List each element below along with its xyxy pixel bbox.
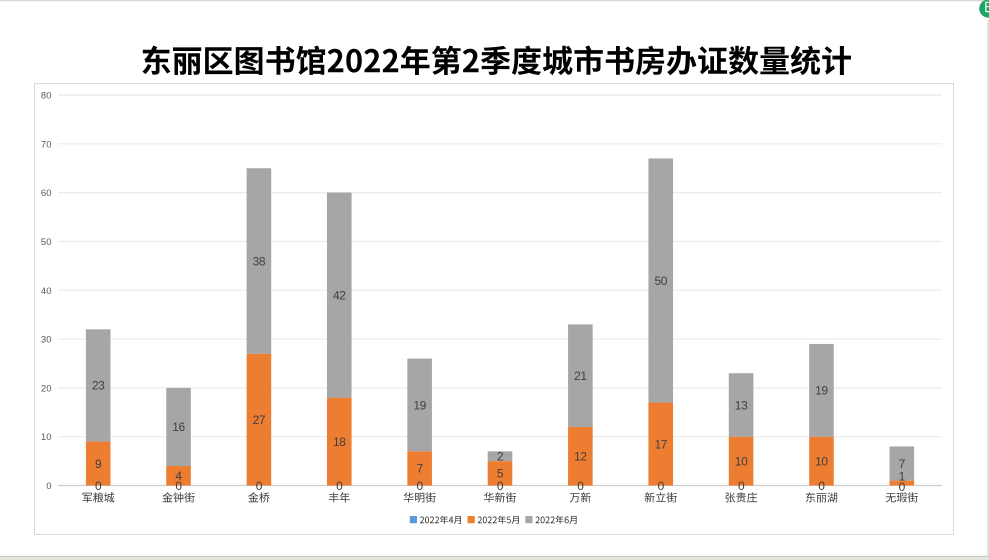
svg-text:40: 40	[41, 286, 52, 297]
svg-text:10: 10	[41, 432, 52, 443]
svg-text:23: 23	[92, 379, 105, 393]
svg-text:0: 0	[738, 479, 745, 493]
svg-text:60: 60	[41, 188, 52, 199]
svg-text:19: 19	[815, 384, 828, 398]
svg-text:19: 19	[413, 398, 426, 412]
svg-text:50: 50	[654, 274, 667, 288]
svg-text:17: 17	[654, 437, 667, 451]
svg-text:0: 0	[497, 479, 504, 493]
svg-text:42: 42	[333, 288, 346, 302]
svg-text:0: 0	[899, 480, 906, 494]
svg-text:18: 18	[333, 435, 346, 449]
svg-text:10: 10	[735, 454, 748, 468]
svg-text:4: 4	[175, 469, 182, 483]
svg-text:0: 0	[336, 479, 343, 493]
svg-text:0: 0	[577, 479, 584, 493]
svg-text:12: 12	[574, 450, 587, 464]
svg-text:7: 7	[899, 457, 906, 471]
svg-text:0: 0	[95, 479, 102, 493]
svg-text:1: 1	[899, 469, 906, 483]
svg-text:0: 0	[658, 479, 665, 493]
svg-text:80: 80	[41, 91, 52, 102]
svg-text:20: 20	[41, 383, 52, 394]
svg-text:13: 13	[735, 398, 748, 412]
svg-text:70: 70	[41, 139, 52, 150]
svg-text:30: 30	[41, 335, 52, 346]
svg-text:10: 10	[815, 454, 828, 468]
svg-text:50: 50	[41, 237, 52, 248]
svg-text:21: 21	[574, 369, 587, 383]
svg-text:9: 9	[95, 457, 102, 471]
svg-text:0: 0	[46, 481, 51, 492]
svg-text:0: 0	[256, 479, 263, 493]
svg-text:0: 0	[416, 479, 423, 493]
svg-text:7: 7	[416, 462, 423, 476]
svg-text:27: 27	[253, 413, 266, 427]
svg-text:0: 0	[175, 479, 182, 493]
svg-text:5: 5	[497, 467, 504, 481]
svg-text:38: 38	[253, 254, 266, 268]
svg-text:2: 2	[497, 450, 504, 464]
svg-text:16: 16	[172, 420, 185, 434]
svg-text:0: 0	[818, 479, 825, 493]
